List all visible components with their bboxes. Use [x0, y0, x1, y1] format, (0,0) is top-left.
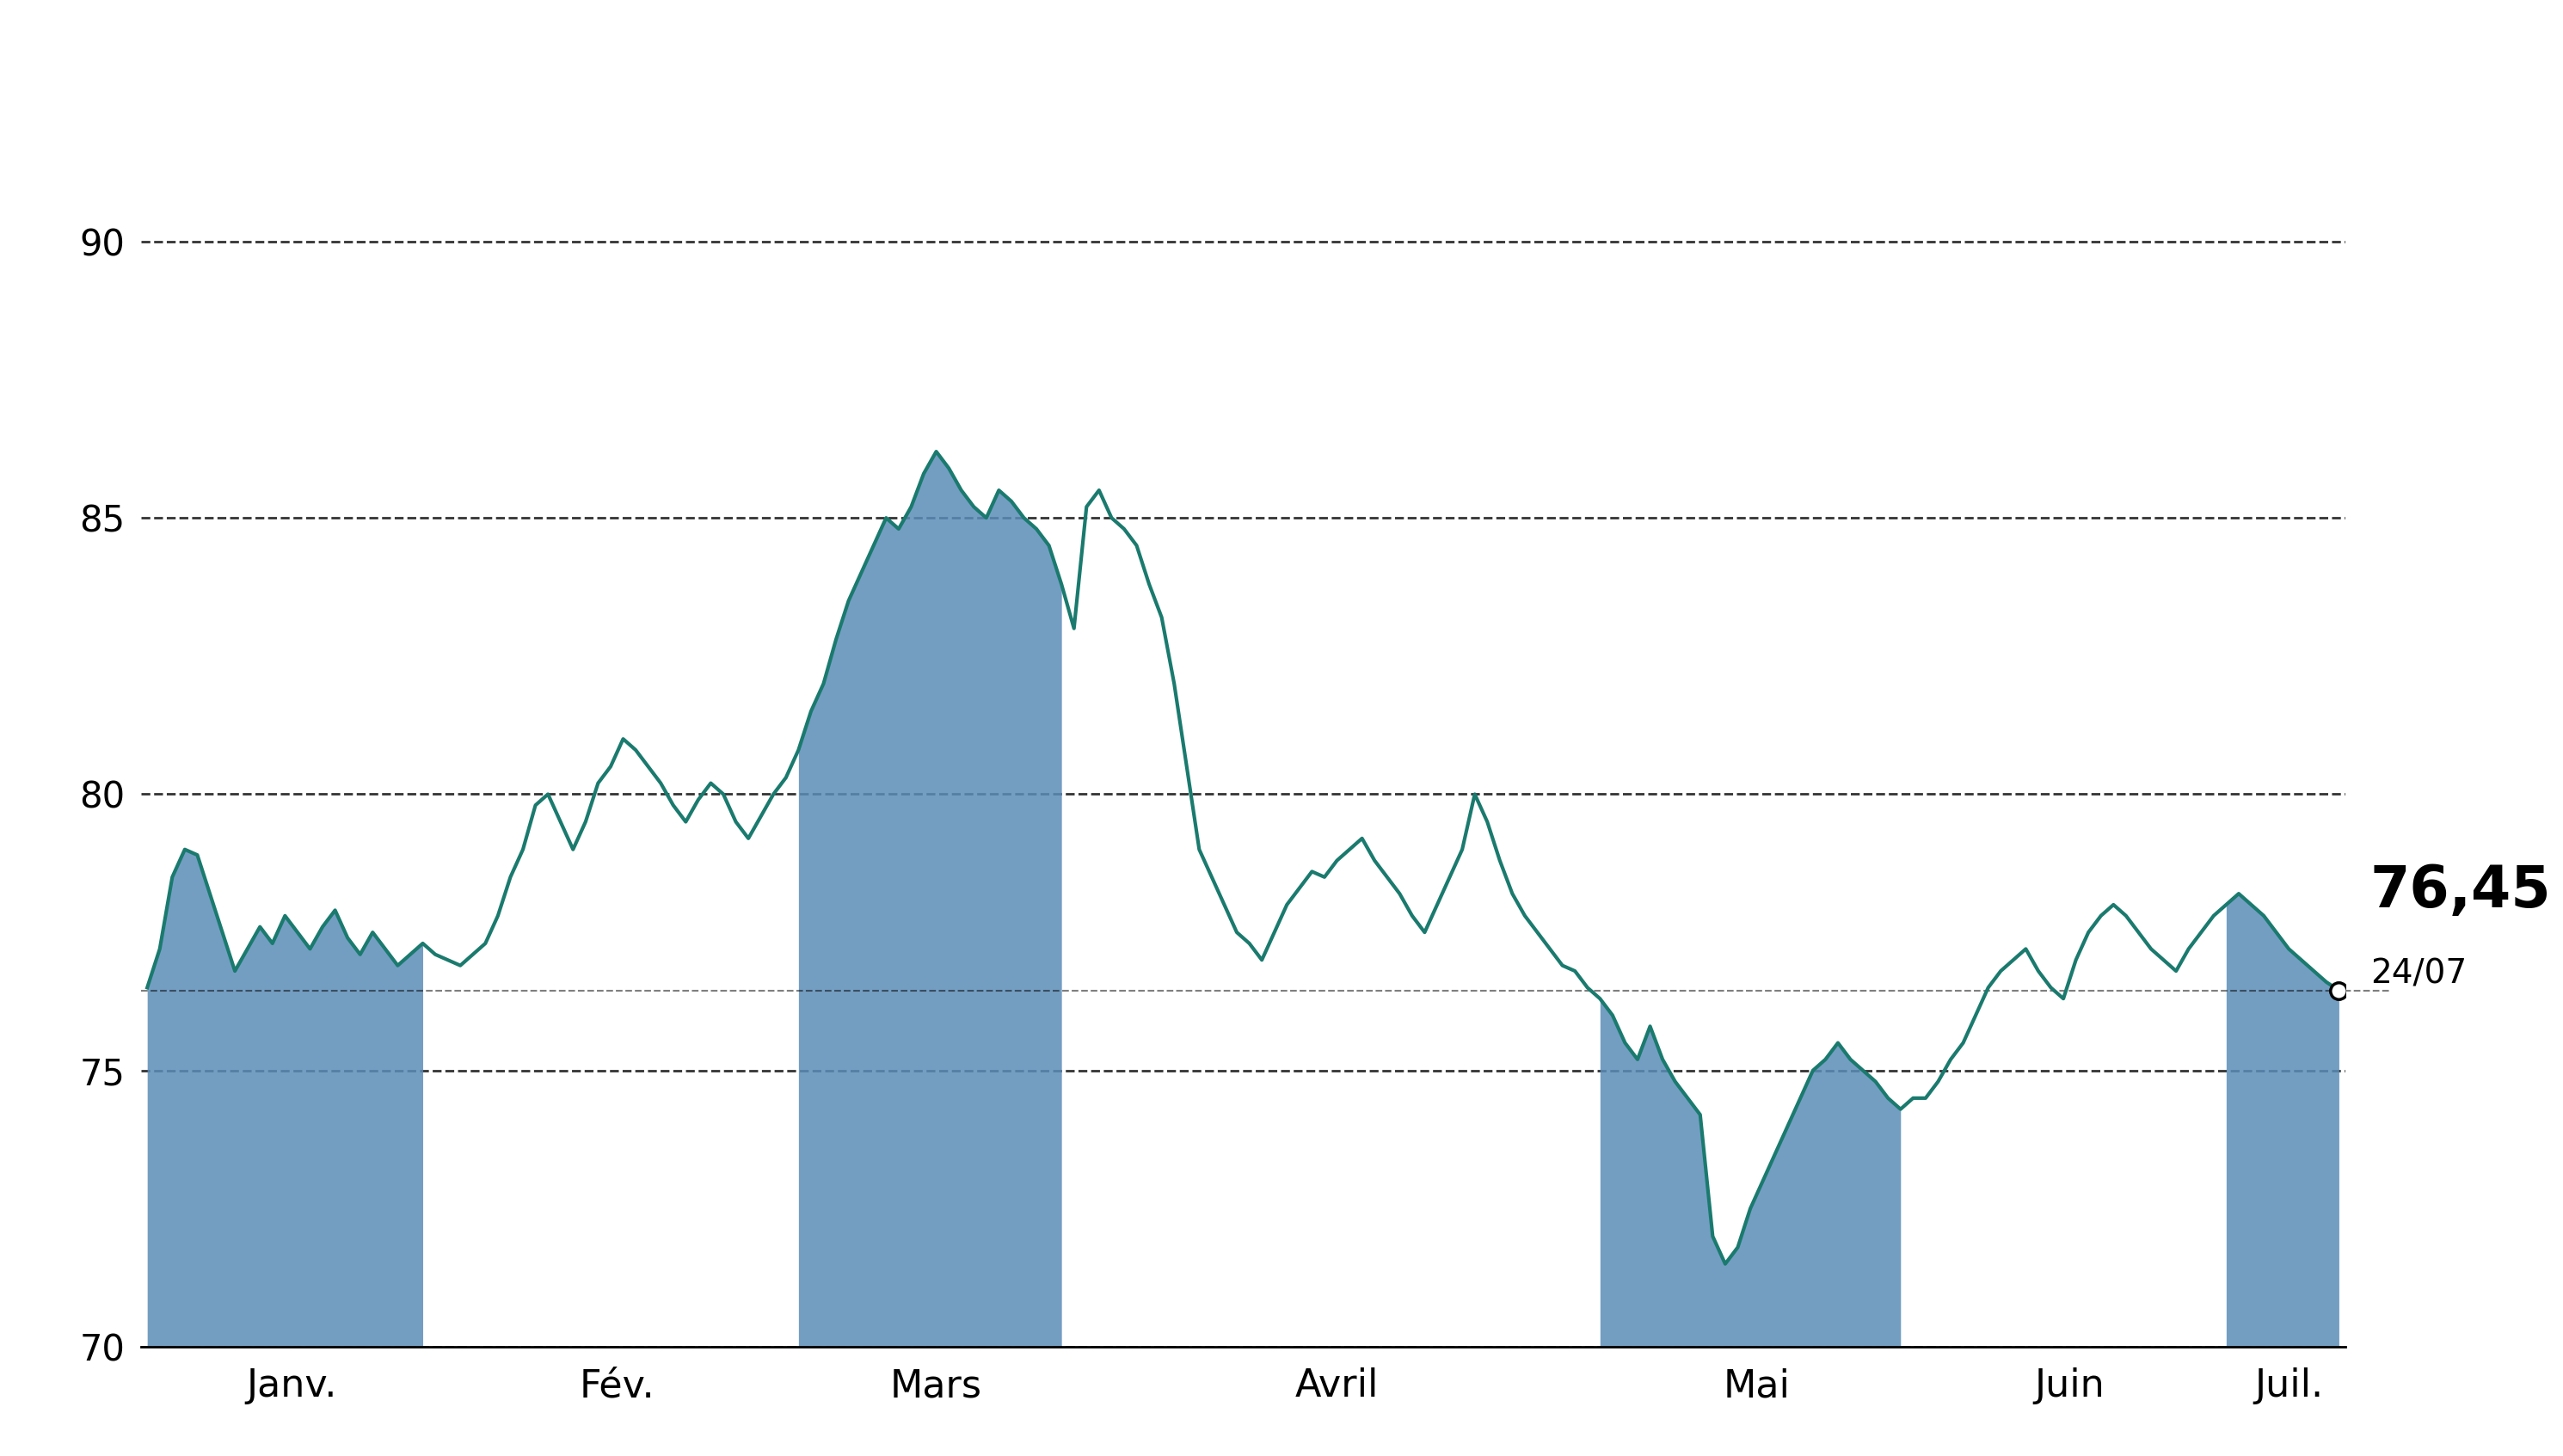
Text: EURAZEO: EURAZEO: [1035, 1, 1528, 93]
Text: 76,45: 76,45: [2371, 862, 2550, 919]
Text: 24/07: 24/07: [2371, 958, 2466, 990]
